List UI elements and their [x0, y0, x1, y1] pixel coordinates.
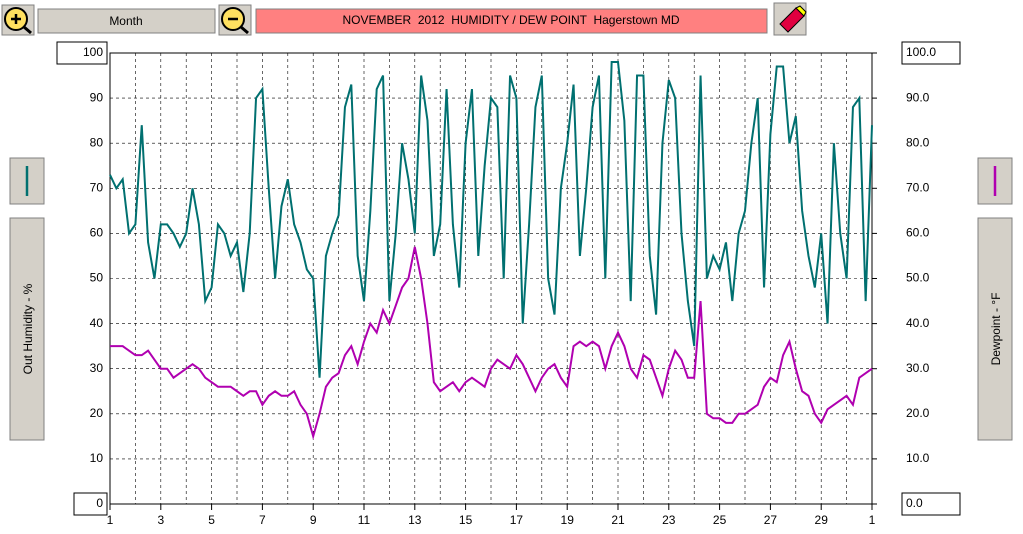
y-tick-label: 50: [90, 271, 104, 285]
clear-button[interactable]: [773, 2, 807, 36]
x-tick-label: 27: [764, 513, 778, 527]
x-tick-label: 1: [869, 513, 876, 527]
x-tick-label: 9: [310, 513, 317, 527]
y2-tick-label: 10.0: [906, 451, 930, 465]
y-tick-label: 90: [90, 90, 104, 104]
zoom-out-button[interactable]: [218, 4, 252, 36]
x-tick-label: 15: [459, 513, 473, 527]
title-box: [255, 8, 768, 34]
x-tick-label: 23: [662, 513, 676, 527]
y2-tick-label: 70.0: [906, 180, 930, 194]
x-tick-label: 25: [713, 513, 727, 527]
x-tick-label: 3: [157, 513, 164, 527]
y2-tick-label: 80.0: [906, 135, 930, 149]
y2-tick-box: [901, 41, 961, 65]
y-tick-label: 80: [90, 135, 104, 149]
y-tick-label: 20: [90, 406, 104, 420]
chart-title: NOVEMBER 2012 HUMIDITY / DEW POINT Hager…: [343, 13, 680, 27]
x-tick-label: 7: [259, 513, 266, 527]
y-tick-box: [56, 41, 108, 65]
x-tick-label: 13: [408, 513, 422, 527]
y-tick-label: 60: [90, 226, 104, 240]
x-tick-label: 21: [611, 513, 625, 527]
y2-tick-label: 50.0: [906, 271, 930, 285]
y2-tick-label: 0.0: [906, 496, 923, 510]
y2-tick-box: [901, 492, 961, 516]
y-tick-label: 70: [90, 180, 104, 194]
y2-tick-label: 60.0: [906, 226, 930, 240]
x-tick-label: 29: [815, 513, 829, 527]
series-line: [110, 246, 873, 441]
zoom-in-button[interactable]: [1, 4, 35, 36]
left-axis-label: Out Humidity - %: [21, 283, 35, 374]
y-tick-label: 100: [83, 45, 103, 59]
y-tick-label: 40: [90, 316, 104, 330]
x-tick-label: 19: [561, 513, 575, 527]
x-tick-label: 11: [358, 513, 371, 527]
range-button[interactable]: Month: [37, 8, 216, 34]
y2-tick-label: 40.0: [906, 316, 930, 330]
y-tick-box: [73, 492, 108, 516]
x-tick-label: 1: [107, 513, 114, 527]
y-tick-label: 30: [90, 361, 104, 375]
y-tick-label: 10: [90, 451, 104, 465]
range-label: Month: [109, 14, 142, 28]
y2-tick-label: 30.0: [906, 361, 930, 375]
right-axis-label: Dewpoint - °F: [989, 293, 1003, 366]
right-axis-panel: [977, 217, 1013, 441]
x-tick-label: 5: [208, 513, 215, 527]
series-line: [109, 61, 873, 378]
x-tick-label: 17: [510, 513, 524, 527]
left-axis-panel: [9, 217, 45, 441]
y2-tick-label: 100.0: [906, 45, 936, 59]
y2-tick-label: 20.0: [906, 406, 930, 420]
y2-tick-label: 90.0: [906, 90, 930, 104]
y-tick-label: 0: [96, 496, 103, 510]
